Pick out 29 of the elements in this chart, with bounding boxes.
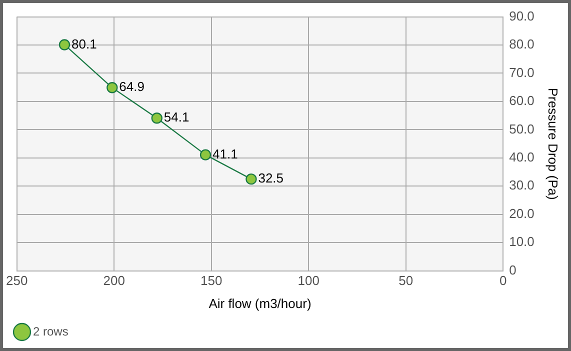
data-label: 64.9 [119,79,144,94]
y-tick-label: 30.0 [509,178,534,193]
point [151,112,162,124]
point [200,149,212,160]
point [58,39,70,50]
data-label: 80.1 [72,36,97,52]
x-tick-label: 100 [298,273,320,288]
point [246,173,257,185]
point [106,82,118,94]
x-tick-label: 150 [200,273,222,288]
y-tick-label: 60.0 [509,93,534,108]
data-label: 41.1 [212,146,238,162]
y-tick-label: 80.0 [509,36,534,52]
x-tick-label: 0 [499,273,507,288]
y-axis-title: Pressure Drop (Pa) [546,88,561,200]
x-axis-title: Air flow (m3/hour) [208,296,312,311]
y-tick-label: 0 [509,262,516,278]
y-tick-label: 40.0 [509,149,534,164]
data-label: 32.5 [258,170,284,186]
x-tick-label: 250 [6,273,28,288]
y-tick-label: 50.0 [509,121,534,136]
y-tick-label: 70.0 [509,64,534,80]
legend-label: 2 rows [33,324,68,338]
y-tick-label: 20.0 [509,206,534,221]
y-tick-label: 10.0 [509,234,534,250]
x-tick-label: 200 [103,273,125,288]
y-tick-label: 90.0 [509,8,534,24]
data-label: 54.1 [164,110,190,125]
x-tick-label: 50 [398,273,414,288]
